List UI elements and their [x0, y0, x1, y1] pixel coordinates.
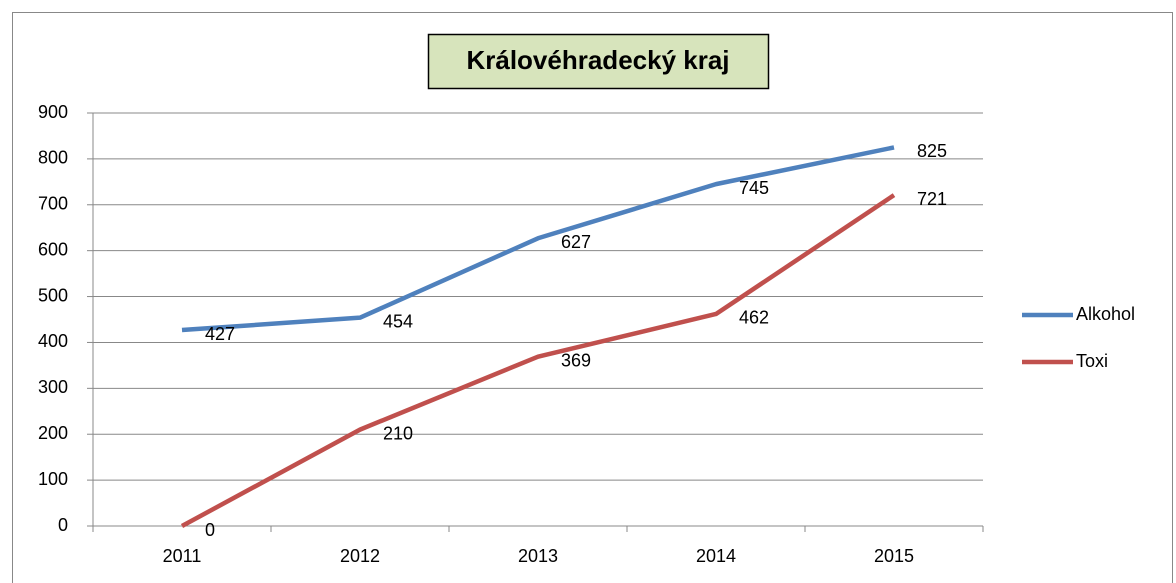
data-label: 721	[917, 189, 947, 209]
x-tick-label: 2014	[696, 546, 736, 566]
y-tick-label: 500	[38, 285, 68, 305]
series-line	[180, 193, 896, 528]
legend-label: Toxi	[1076, 351, 1108, 371]
data-label: 210	[383, 423, 413, 443]
x-tick-label: 2015	[874, 546, 914, 566]
chart-border	[12, 12, 1173, 583]
data-label: 454	[383, 311, 413, 331]
y-tick-label: 400	[38, 331, 68, 351]
data-label: 427	[205, 324, 235, 344]
x-tick-label: 2013	[518, 546, 558, 566]
y-tick-label: 100	[38, 469, 68, 489]
legend-label: Alkohol	[1076, 304, 1135, 324]
data-label: 0	[205, 520, 215, 540]
series-line	[181, 145, 895, 333]
y-tick-label: 700	[38, 194, 68, 214]
y-tick-label: 800	[38, 148, 68, 168]
y-tick-label: 600	[38, 239, 68, 259]
data-label: 825	[917, 141, 947, 161]
x-tick-label: 2011	[163, 546, 202, 566]
data-label: 369	[561, 350, 591, 370]
y-tick-label: 200	[38, 423, 68, 443]
y-tick-label: 0	[58, 515, 68, 535]
data-label: 745	[739, 178, 769, 198]
chart-title: Královéhradecký kraj	[466, 45, 729, 75]
title-box	[427, 33, 770, 90]
y-tick-label: 900	[38, 102, 68, 122]
x-tick-label: 2012	[340, 546, 380, 566]
y-tick-label: 300	[38, 377, 68, 397]
data-label: 627	[561, 232, 591, 252]
data-label: 462	[739, 308, 769, 328]
